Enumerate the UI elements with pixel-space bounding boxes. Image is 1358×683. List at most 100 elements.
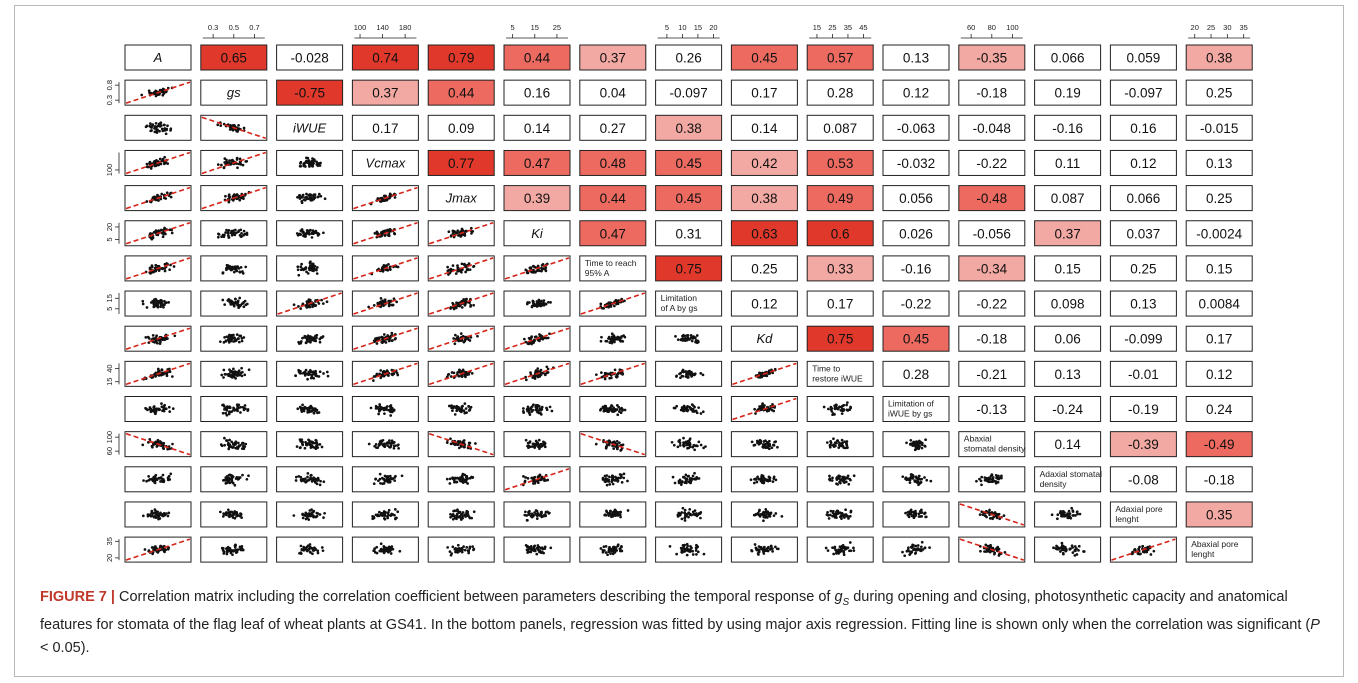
scatter-point (154, 297, 158, 301)
scatter-point (539, 408, 543, 412)
scatter-point (526, 477, 530, 480)
scatter-point (446, 546, 449, 549)
scatter-point (299, 475, 303, 479)
scatter-point (321, 302, 325, 305)
scatter-point (618, 513, 622, 517)
variable-label: iWUE by gs (888, 409, 932, 419)
scatter-point (295, 445, 299, 448)
scatter-point (378, 301, 382, 304)
scatter-point (301, 195, 304, 199)
scatter-point (470, 372, 474, 375)
scatter-point (542, 303, 546, 307)
scatter-point (310, 159, 314, 163)
scatter-point (764, 442, 767, 446)
fit-line (504, 362, 570, 386)
scatter-point (699, 516, 702, 520)
scatter-point (315, 477, 318, 481)
variable-label: Time to (812, 363, 840, 373)
scatter-point (467, 551, 471, 555)
correlation-value: 0.44 (448, 86, 475, 101)
scatter-point (166, 162, 170, 165)
scatter-point (242, 408, 246, 412)
scatter-panel (124, 396, 192, 422)
scatter-point (320, 298, 323, 302)
scatter-point (308, 443, 311, 447)
scatter-point (683, 516, 687, 520)
scatter-point (239, 265, 243, 269)
scatter-point (468, 407, 472, 411)
scatter-point (699, 371, 703, 375)
scatter-point (318, 337, 322, 341)
scatter-point (453, 230, 457, 234)
scatter-point (682, 333, 685, 337)
scatter-point (469, 405, 473, 409)
scatter-point (393, 508, 397, 511)
scatter-point (1071, 514, 1075, 517)
scatter-point (835, 482, 838, 486)
scatter-point (594, 373, 598, 377)
scatter-point (242, 229, 246, 233)
scatter-point (309, 514, 312, 518)
correlation-cell: -0.39 (1109, 431, 1177, 458)
correlation-value: 0.79 (448, 51, 474, 66)
scatter-point (149, 167, 153, 170)
scatter-point (685, 370, 688, 374)
scatter-point (235, 403, 239, 407)
scatter-point (1056, 513, 1060, 517)
scatter-panel (806, 396, 874, 422)
scatter-point (230, 440, 234, 444)
scatter-point (762, 546, 766, 549)
correlation-value: 0.25 (1130, 261, 1156, 276)
scatter-point (846, 474, 850, 478)
scatter-point (375, 551, 379, 555)
scatter-point (768, 514, 772, 518)
scatter-point (240, 366, 243, 370)
scatter-point (232, 406, 235, 410)
scatter-panel (351, 290, 419, 317)
scatter-point (229, 268, 233, 272)
scatter-point (923, 476, 926, 479)
scatter-point (1061, 551, 1065, 555)
variable-label: Limitation (661, 293, 698, 303)
scatter-point (1052, 546, 1055, 550)
scatter-point (693, 448, 696, 452)
tick-label: 5 (105, 307, 114, 311)
scatter-point (165, 301, 168, 304)
scatter-point (387, 339, 391, 343)
scatter-point (468, 268, 472, 272)
scatter-point (529, 545, 533, 548)
scatter-point (846, 401, 849, 404)
scatter-point (768, 511, 772, 515)
scatter-panel (503, 360, 571, 387)
scatter-point (151, 333, 155, 337)
scatter-point (233, 337, 237, 340)
scatter-point (765, 374, 769, 378)
scatter-point (234, 551, 238, 554)
scatter-point (157, 373, 161, 377)
scatter-point (451, 409, 454, 412)
scatter-point (150, 376, 154, 379)
scatter-point (300, 262, 303, 266)
scatter-point (237, 123, 240, 127)
scatter-panel (806, 536, 874, 563)
scatter-point (236, 447, 240, 450)
scatter-point (676, 338, 680, 342)
scatter-point (526, 342, 530, 345)
scatter-point (387, 233, 391, 236)
scatter-point (984, 543, 988, 547)
scatter-point (313, 230, 317, 234)
scatter-point (913, 480, 917, 483)
scatter-point (388, 335, 391, 339)
scatter-point (525, 302, 529, 306)
scatter-point (153, 508, 157, 511)
scatter-point (232, 511, 235, 515)
scatter-point (396, 510, 400, 514)
scatter-point (466, 477, 470, 480)
scatter-point (688, 369, 691, 373)
scatter-point (388, 445, 391, 449)
scatter-point (227, 231, 230, 235)
scatter-point (603, 513, 607, 517)
scatter-point (601, 478, 605, 481)
correlation-cell: 0.77 (427, 149, 495, 176)
scatter-point (618, 473, 622, 476)
